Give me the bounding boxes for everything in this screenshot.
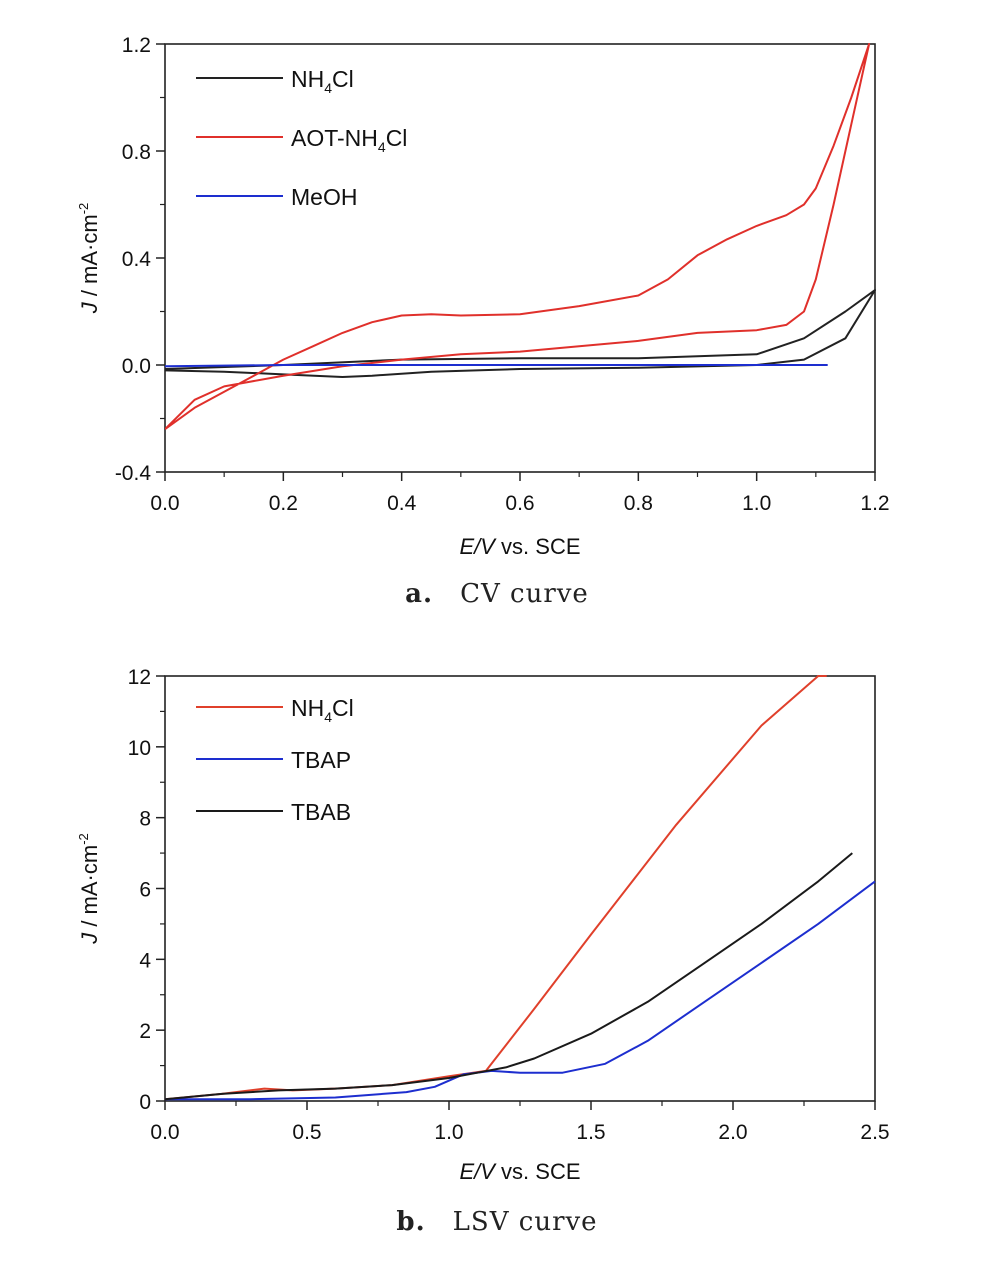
x-axis-title-italic: E/V (459, 1159, 497, 1184)
plot-frame (164, 675, 876, 1102)
legend-label: TBAB (291, 799, 351, 825)
y-axis-title-sup: -2 (76, 203, 91, 215)
panel-caption-letter: a. (405, 579, 433, 609)
y-axis-title-rest: / mA·cm (77, 845, 102, 933)
y-axis-title: J / mA·cm-2 (76, 833, 102, 945)
x-tick-label: 0.8 (624, 492, 653, 515)
x-tick-label: 2.5 (860, 1121, 889, 1144)
series-line-tbap (165, 880, 876, 1101)
y-tick-label: 0 (139, 1091, 151, 1114)
y-tick-label: 6 (139, 879, 151, 902)
y-tick-label: -0.4 (115, 462, 152, 485)
y-axis-title-italic: J (77, 301, 102, 314)
y-tick-label: 0.8 (122, 141, 151, 164)
legend-label: NH4Cl (291, 695, 354, 725)
legend-label-main: MeOH (291, 184, 357, 210)
x-tick-label: 1.5 (576, 1121, 605, 1144)
legend-label-subscript: 4 (324, 80, 332, 96)
x-tick-label: 0.0 (150, 1121, 179, 1144)
legend-label: MeOH (291, 184, 357, 210)
y-tick-label: 1.2 (122, 34, 151, 57)
x-axis-title-rest: vs. SCE (495, 1159, 581, 1184)
panel-caption: a. CV curve (405, 579, 589, 609)
x-tick-label: 0.6 (505, 492, 534, 515)
legend-label-tail: Cl (332, 66, 354, 92)
legend-label-main: TBAB (291, 799, 351, 825)
panel-caption-text: LSV curve (426, 1207, 598, 1237)
x-axis-title-rest: vs. SCE (495, 534, 581, 559)
y-axis-title-rest: / mA·cm (77, 214, 102, 302)
legend-label-subscript: 4 (324, 709, 332, 725)
legend-label-tail: Cl (332, 695, 354, 721)
legend-label-main: NH (291, 66, 324, 92)
x-tick-label: 0.4 (387, 492, 417, 515)
y-tick-label: 4 (139, 949, 151, 972)
series-line-nh4cl (165, 675, 827, 1101)
x-tick-label: 1.2 (860, 492, 889, 515)
series-line-tbab (165, 852, 853, 1101)
y-axis-title-sup: -2 (76, 833, 91, 845)
x-tick-label: 0.5 (292, 1121, 321, 1144)
legend-label: NH4Cl (291, 66, 354, 96)
y-tick-label: 0.4 (122, 248, 152, 271)
y-tick-label: 10 (128, 737, 151, 760)
series-line-nh4cl (165, 289, 876, 378)
x-tick-label: 1.0 (434, 1121, 463, 1144)
x-axis-title: E/V vs. SCE (459, 1159, 580, 1184)
chart-panel-b: 0.0 0.5 1.0 1.5 2.0 2.5 0 2 4 6 8 10 12 E/V vs. SCE J … (76, 666, 890, 1237)
legend-label-subscript: 4 (378, 139, 386, 155)
legend-label: AOT-NH4Cl (291, 125, 407, 155)
series-line-aot-nh4cl (165, 43, 871, 431)
y-tick-label: 8 (139, 808, 151, 831)
y-tick-label: 2 (139, 1020, 151, 1043)
legend-label-tail: Cl (386, 125, 408, 151)
y-tick-label: 12 (128, 666, 151, 689)
legend-label-main: TBAP (291, 747, 351, 773)
x-axis-title: E/V vs. SCE (459, 534, 580, 559)
legend-label: TBAP (291, 747, 351, 773)
plot-frame (164, 43, 876, 473)
panel-caption: b. LSV curve (396, 1207, 597, 1237)
chart-panel-a: 0.0 0.2 0.4 0.6 0.8 1.0 1.2 -0.4 0.0 0.4 0.8 1.2 E/V… (76, 34, 890, 609)
y-axis-title: J / mA·cm-2 (76, 203, 102, 315)
x-tick-label: 2.0 (718, 1121, 747, 1144)
x-tick-label: 0.0 (150, 492, 179, 515)
panel-caption-text: CV curve (433, 579, 589, 609)
x-axis-title-italic: E/V (459, 534, 497, 559)
y-tick-label: 0.0 (122, 355, 151, 378)
legend-label-main: NH (291, 695, 324, 721)
x-tick-label: 0.2 (269, 492, 298, 515)
series-line-meoh (165, 364, 828, 368)
panel-caption-letter: b. (396, 1207, 425, 1237)
y-axis-title-italic: J (77, 932, 102, 945)
x-tick-label: 1.0 (742, 492, 771, 515)
legend-label-main: AOT-NH (291, 125, 378, 151)
